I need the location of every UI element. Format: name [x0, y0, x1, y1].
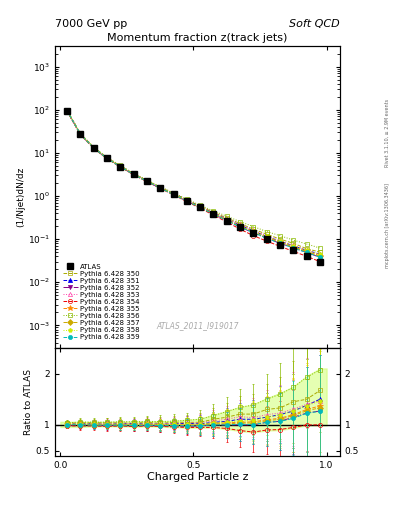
- Text: 7000 GeV pp: 7000 GeV pp: [55, 19, 127, 30]
- Title: Momentum fraction z(track jets): Momentum fraction z(track jets): [107, 33, 288, 42]
- Text: mcplots.cern.ch [arXiv:1306.3436]: mcplots.cern.ch [arXiv:1306.3436]: [385, 183, 389, 268]
- X-axis label: Charged Particle z: Charged Particle z: [147, 472, 248, 482]
- Text: Rivet 3.1.10, ≥ 2.9M events: Rivet 3.1.10, ≥ 2.9M events: [385, 99, 389, 167]
- Y-axis label: (1/Njet)dN/dz: (1/Njet)dN/dz: [16, 167, 25, 227]
- Text: Soft QCD: Soft QCD: [289, 19, 340, 30]
- Legend: ATLAS, Pythia 6.428 350, Pythia 6.428 351, Pythia 6.428 352, Pythia 6.428 353, P: ATLAS, Pythia 6.428 350, Pythia 6.428 35…: [61, 262, 141, 342]
- Text: ATLAS_2011_I919017: ATLAS_2011_I919017: [156, 321, 239, 330]
- Y-axis label: Ratio to ATLAS: Ratio to ATLAS: [24, 369, 33, 435]
